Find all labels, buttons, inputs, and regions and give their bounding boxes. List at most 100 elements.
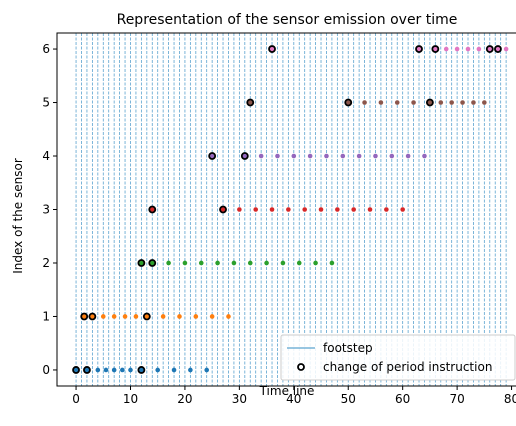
emission-point-sensor-6 xyxy=(269,46,275,52)
emission-point-sensor-4 xyxy=(242,153,248,159)
emission-point-sensor-5 xyxy=(471,100,476,105)
emission-point-sensor-3 xyxy=(335,207,340,212)
emission-point-sensor-5 xyxy=(449,100,454,105)
emission-point-sensor-5 xyxy=(411,100,416,105)
period-change-marker xyxy=(137,366,146,374)
emission-point-sensor-5 xyxy=(460,100,465,105)
period-change-marker xyxy=(240,152,249,160)
x-tick-label: 10 xyxy=(123,392,138,406)
period-change-marker xyxy=(415,45,423,53)
emission-point-sensor-2 xyxy=(166,260,171,266)
period-change-marker xyxy=(431,45,440,53)
emission-point-sensor-1 xyxy=(160,314,166,319)
emission-point-sensor-2 xyxy=(280,260,286,266)
emission-point-sensor-3 xyxy=(237,207,242,212)
emission-point-sensor-1 xyxy=(177,314,182,319)
emission-point-sensor-3 xyxy=(286,207,291,212)
emission-point-sensor-3 xyxy=(302,207,307,212)
emission-point-sensor-0 xyxy=(103,367,109,373)
period-change-marker xyxy=(246,98,255,107)
y-tick-label: 1 xyxy=(42,309,50,323)
emission-point-sensor-5 xyxy=(394,100,400,105)
period-change-marker xyxy=(148,205,157,214)
emission-point-sensor-4 xyxy=(422,153,427,159)
emission-point-sensor-3 xyxy=(384,207,389,212)
x-tick-label: 30 xyxy=(232,392,247,406)
y-tick-label: 4 xyxy=(42,149,50,163)
emission-point-sensor-2 xyxy=(264,260,269,266)
legend-footstep-label: footstep xyxy=(323,341,373,355)
emission-point-sensor-5 xyxy=(427,100,433,105)
emission-point-sensor-2 xyxy=(198,260,204,266)
period-change-marker xyxy=(344,98,353,107)
emission-point-sensor-4 xyxy=(373,153,378,159)
emission-point-sensor-0 xyxy=(204,367,210,373)
emission-point-sensor-1 xyxy=(111,314,117,319)
emission-point-sensor-0 xyxy=(155,367,161,373)
emission-point-sensor-3 xyxy=(253,207,258,212)
emission-point-sensor-6 xyxy=(476,46,482,52)
period-change-marker xyxy=(208,152,217,160)
emission-point-sensor-1 xyxy=(122,314,128,319)
emission-point-sensor-0 xyxy=(120,367,125,373)
emission-point-sensor-1 xyxy=(193,314,199,319)
chart-title: Representation of the sensor emission ov… xyxy=(117,12,458,28)
emission-point-sensor-0 xyxy=(84,367,90,373)
y-tick-label: 5 xyxy=(42,96,50,110)
legend-change-label: change of period instruction xyxy=(323,360,492,374)
period-change-marker xyxy=(494,45,502,53)
plot-area xyxy=(72,33,509,386)
period-change-marker xyxy=(72,366,80,374)
x-tick-label: 70 xyxy=(449,392,464,406)
y-tick-label: 0 xyxy=(42,363,50,377)
emission-point-sensor-1 xyxy=(81,314,87,319)
emission-point-sensor-2 xyxy=(139,260,144,266)
x-axis-label: Time line xyxy=(259,384,315,398)
y-axis-label: Index of the sensor xyxy=(11,158,25,274)
emission-point-sensor-5 xyxy=(378,100,384,105)
y-tick-label: 6 xyxy=(42,42,50,56)
emission-point-sensor-5 xyxy=(482,100,487,105)
emission-point-sensor-1 xyxy=(209,314,215,319)
emission-point-sensor-0 xyxy=(171,367,177,373)
y-axis: 0 1 2 3 4 5 6 xyxy=(42,42,57,377)
emission-point-sensor-5 xyxy=(362,100,367,105)
period-change-marker xyxy=(425,98,434,107)
emission-point-sensor-4 xyxy=(275,153,280,159)
period-change-marker xyxy=(219,205,227,214)
emission-point-sensor-4 xyxy=(258,153,264,159)
period-change-marker xyxy=(137,259,146,267)
emission-point-sensor-6 xyxy=(433,46,438,52)
emission-point-sensor-0 xyxy=(111,367,117,373)
emission-point-sensor-4 xyxy=(324,153,329,159)
x-tick-label: 50 xyxy=(341,392,356,406)
emission-point-sensor-5 xyxy=(247,100,253,105)
y-tick-label: 3 xyxy=(42,203,50,217)
emission-point-sensor-6 xyxy=(443,46,449,52)
emission-point-sensor-3 xyxy=(400,207,405,212)
y-tick-label: 2 xyxy=(42,256,50,270)
emission-point-sensor-4 xyxy=(291,153,297,159)
emission-point-sensor-4 xyxy=(356,153,362,159)
emission-point-sensor-4 xyxy=(389,153,395,159)
x-axis: 0 10 20 30 40 50 60 70 80 xyxy=(72,386,516,406)
emission-point-sensor-3 xyxy=(220,207,226,212)
emission-point-sensor-2 xyxy=(182,260,188,266)
emission-point-sensor-1 xyxy=(226,314,231,319)
emission-point-sensor-3 xyxy=(269,207,275,212)
emission-point-sensor-0 xyxy=(188,367,193,373)
period-change-marker xyxy=(83,366,91,374)
x-tick-label: 40 xyxy=(286,392,301,406)
emission-point-sensor-1 xyxy=(133,314,139,319)
legend-box xyxy=(280,334,516,381)
emission-point-sensor-6 xyxy=(416,46,422,52)
emission-point-sensor-6 xyxy=(487,46,493,52)
x-tick-label: 60 xyxy=(395,392,410,406)
x-tick-label: 20 xyxy=(177,392,192,406)
emission-point-sensor-0 xyxy=(73,367,79,373)
emission-point-sensor-1 xyxy=(90,314,95,319)
emission-point-sensor-2 xyxy=(231,260,237,266)
period-change-marker xyxy=(88,312,97,321)
emission-point-sensor-6 xyxy=(465,46,471,52)
